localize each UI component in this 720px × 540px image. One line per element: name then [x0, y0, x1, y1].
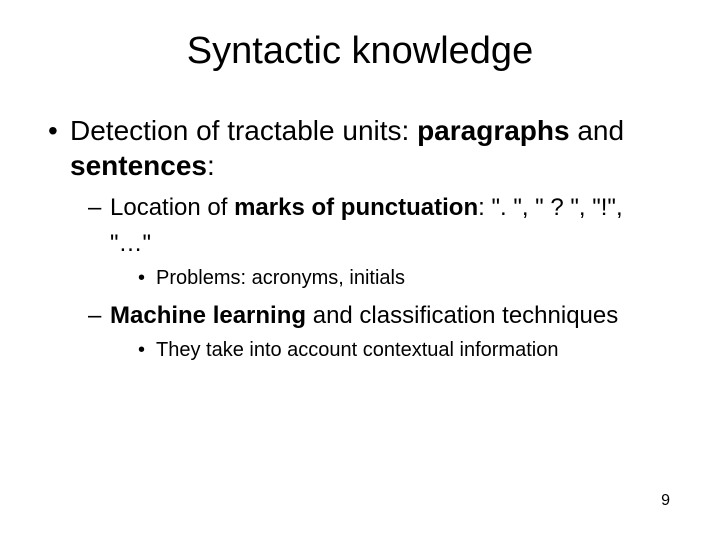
bullet-main-post: :: [207, 150, 215, 181]
sub2-bold: Machine learning: [110, 302, 306, 329]
sub1-bold: marks of punctuation: [234, 194, 478, 221]
sub2-post: and classification techniques: [306, 302, 618, 329]
page-number: 9: [661, 492, 670, 510]
bullet-main-bold1: paragraphs: [417, 115, 570, 146]
bullet-main: Detection of tractable units: paragraphs…: [48, 113, 690, 183]
bullet-sub2: Machine learning and classification tech…: [88, 301, 690, 331]
bullet-sub1-cont: "…": [110, 229, 690, 259]
bullet-main-mid: and: [570, 115, 625, 146]
bullet-main-pre: Detection of tractable units:: [70, 115, 417, 146]
slide-title: Syntactic knowledge: [30, 30, 690, 73]
bullet-main-bold2: sentences: [70, 150, 207, 181]
slide-container: Syntactic knowledge Detection of tractab…: [0, 0, 720, 540]
sub1-post: : ". ", " ? ", "!",: [478, 194, 622, 221]
bullet-sub2-sub: They take into account contextual inform…: [138, 337, 690, 363]
sub1-pre: Location of: [110, 194, 234, 221]
bullet-sub1-sub: Problems: acronyms, initials: [138, 265, 690, 291]
bullet-sub1: Location of marks of punctuation: ". ", …: [88, 193, 690, 223]
